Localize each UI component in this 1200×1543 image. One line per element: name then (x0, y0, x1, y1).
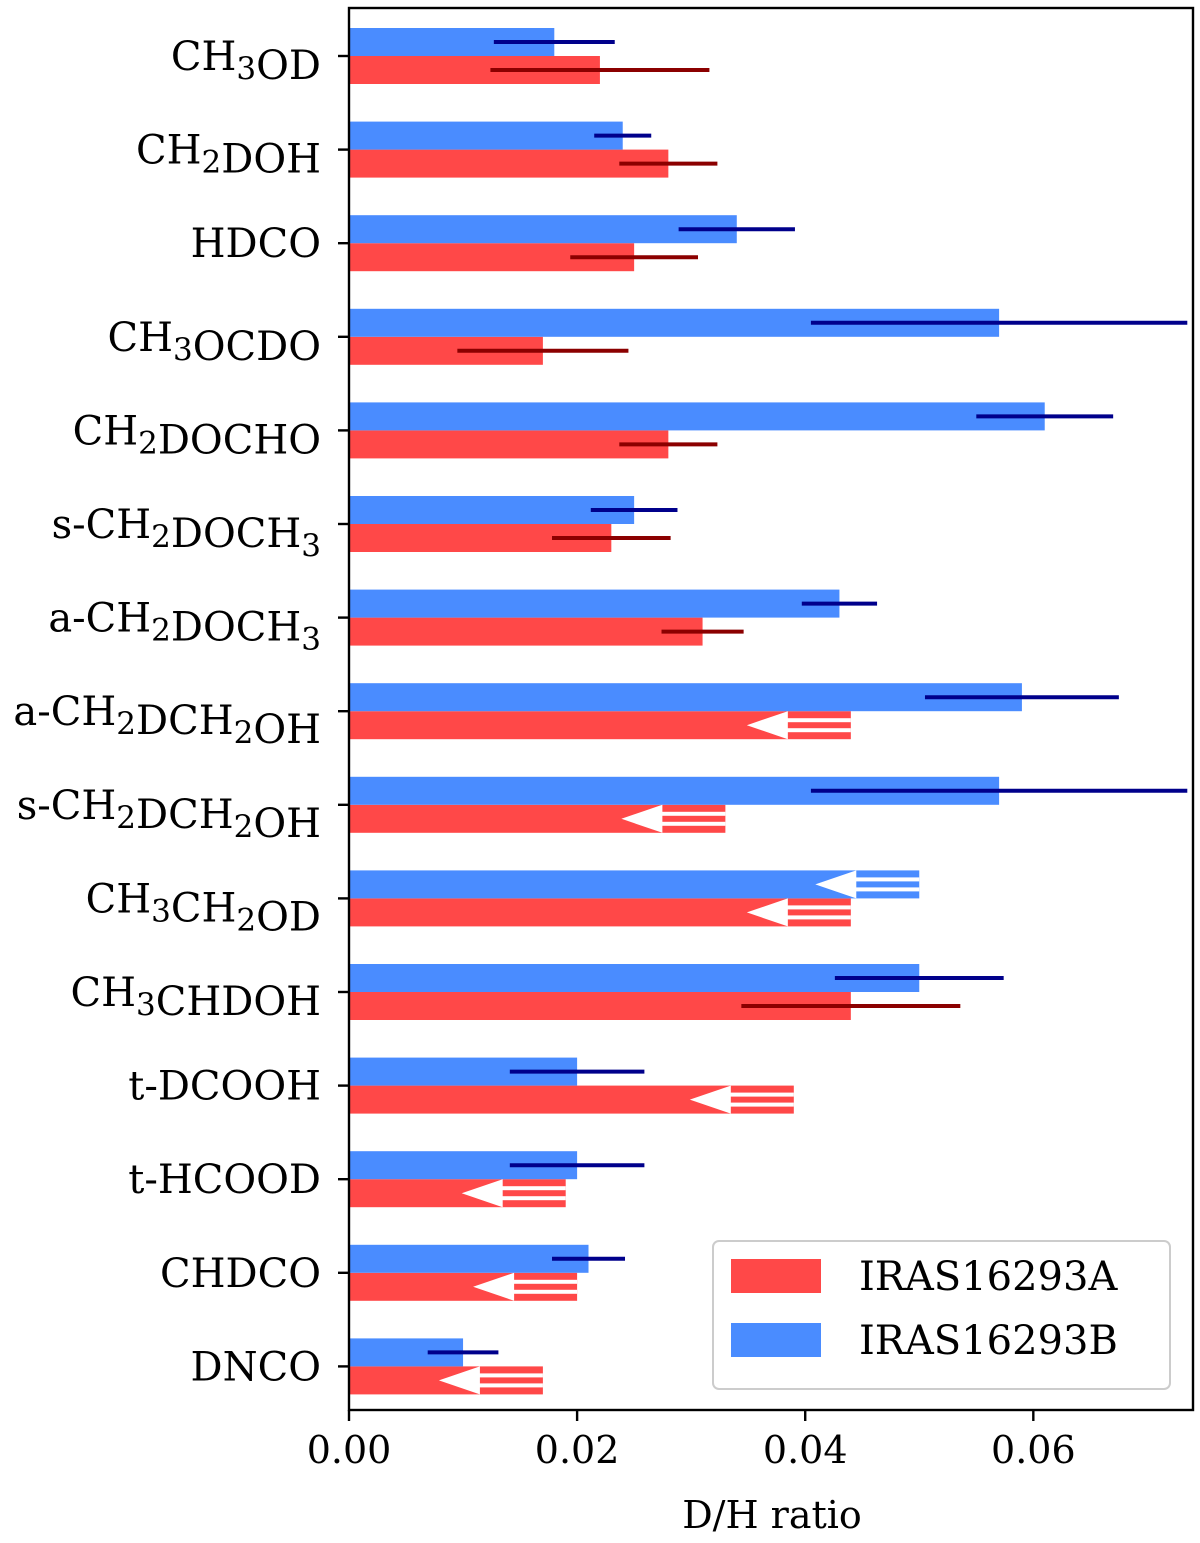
bar-b-10 (349, 964, 920, 992)
legend-box (712, 1240, 1171, 1390)
upper-limit-shaft-top-a-11 (729, 1092, 794, 1097)
legend-swatch-1 (731, 1323, 821, 1357)
upper-limit-arrow-a-9 (746, 898, 788, 927)
bar-a-8 (349, 804, 726, 833)
bar-b-6 (349, 589, 840, 618)
y-tick-label-13: CHDCO (160, 1251, 321, 1297)
upper-limit-arrow-a-8 (621, 804, 663, 833)
upper-limit-arrow-a-7 (746, 711, 788, 740)
y-tick-label-11: t-DCOOH (128, 1064, 321, 1110)
upper-limit-arrow-a-11 (689, 1085, 731, 1114)
x-tick-label-2: 0.04 (763, 1428, 848, 1472)
upper-limit-shaft-top-a-9 (786, 905, 851, 910)
upper-limit-shaft-top-a-7 (786, 718, 851, 723)
bar-b-1 (349, 121, 623, 150)
upper-limit-shaft-top-a-13 (513, 1279, 578, 1284)
axes-layer (347, 6, 1195, 1412)
y-tick-label-10: CH3CHDOH (71, 970, 321, 1025)
upper-limit-shaft-bottom-a-14 (478, 1383, 543, 1388)
y-tick-label-1: CH2DOH (136, 128, 321, 183)
error-bars-layer (427, 40, 1188, 1355)
bar-b-4 (349, 402, 1045, 431)
y-tick-label-0: CH3OD (171, 34, 321, 89)
upper-limit-shaft-top-a-12 (501, 1186, 566, 1191)
upper-limit-shaft-bottom-a-7 (786, 728, 851, 733)
upper-limit-shaft-bottom-a-13 (513, 1289, 578, 1294)
legend-swatch-0 (731, 1259, 821, 1293)
y-tick-label-5: s-CH2DOCH3 (52, 502, 321, 564)
bar-a-12 (349, 1179, 566, 1208)
x-tick-label-1: 0.02 (535, 1428, 620, 1472)
bar-b-2 (349, 215, 737, 244)
plot-frame (347, 6, 1195, 1412)
upper-limit-arrow-a-12 (461, 1179, 503, 1208)
x-axis-label: D/H ratio (682, 1493, 862, 1537)
bars-layer (349, 28, 1045, 1395)
bar-b-7 (349, 683, 1022, 712)
upper-limit-arrow-a-13 (473, 1272, 515, 1301)
x-tick-label-3: 0.06 (991, 1428, 1076, 1472)
upper-limit-markers-layer (438, 711, 920, 1395)
bar-a-6 (349, 617, 703, 646)
upper-limit-shaft-bottom-a-12 (501, 1196, 566, 1201)
upper-limit-shaft-bottom-a-11 (729, 1102, 794, 1107)
upper-limit-shaft-top-b-9 (855, 877, 920, 882)
legend-label-0: IRAS16293A (859, 1254, 1118, 1300)
upper-limit-shaft-bottom-a-9 (786, 915, 851, 920)
bar-a-13 (349, 1272, 578, 1301)
y-tick-label-3: CH3OCDO (108, 315, 322, 370)
y-tick-label-8: s-CH2DCH2OH (17, 783, 321, 847)
y-tick-label-9: CH3CH2OD (86, 876, 321, 940)
y-tick-label-14: DNCO (191, 1344, 321, 1390)
upper-limit-shaft-top-a-8 (661, 811, 726, 816)
bar-a-4 (349, 430, 669, 459)
y-tick-label-2: HDCO (191, 221, 321, 267)
bar-b-5 (349, 496, 635, 524)
y-tick-label-7: a-CH2DCH2OH (13, 689, 321, 753)
legend: IRAS16293A IRAS16293B (712, 1240, 1171, 1390)
legend-label-1: IRAS16293B (859, 1318, 1118, 1364)
bar-a-1 (349, 149, 669, 178)
x-tick-label-0: 0.00 (307, 1428, 392, 1472)
ticks-layer: CH3OD CH2DOH HDCO CH3OCDO CH2DOCHO s-CH2DOCH3… (13, 34, 1075, 1472)
upper-limit-arrow-b-9 (815, 870, 857, 899)
y-tick-label-12: t-HCOOD (128, 1157, 321, 1203)
upper-limit-shaft-top-a-14 (478, 1373, 543, 1378)
bar-b-13 (349, 1244, 589, 1273)
y-tick-label-4: CH2DOCHO (73, 408, 321, 463)
upper-limit-arrow-a-14 (438, 1366, 480, 1395)
y-tick-label-6: a-CH2DOCH3 (48, 596, 321, 658)
upper-limit-shaft-bottom-b-9 (855, 887, 920, 892)
upper-limit-shaft-bottom-a-8 (661, 821, 726, 826)
